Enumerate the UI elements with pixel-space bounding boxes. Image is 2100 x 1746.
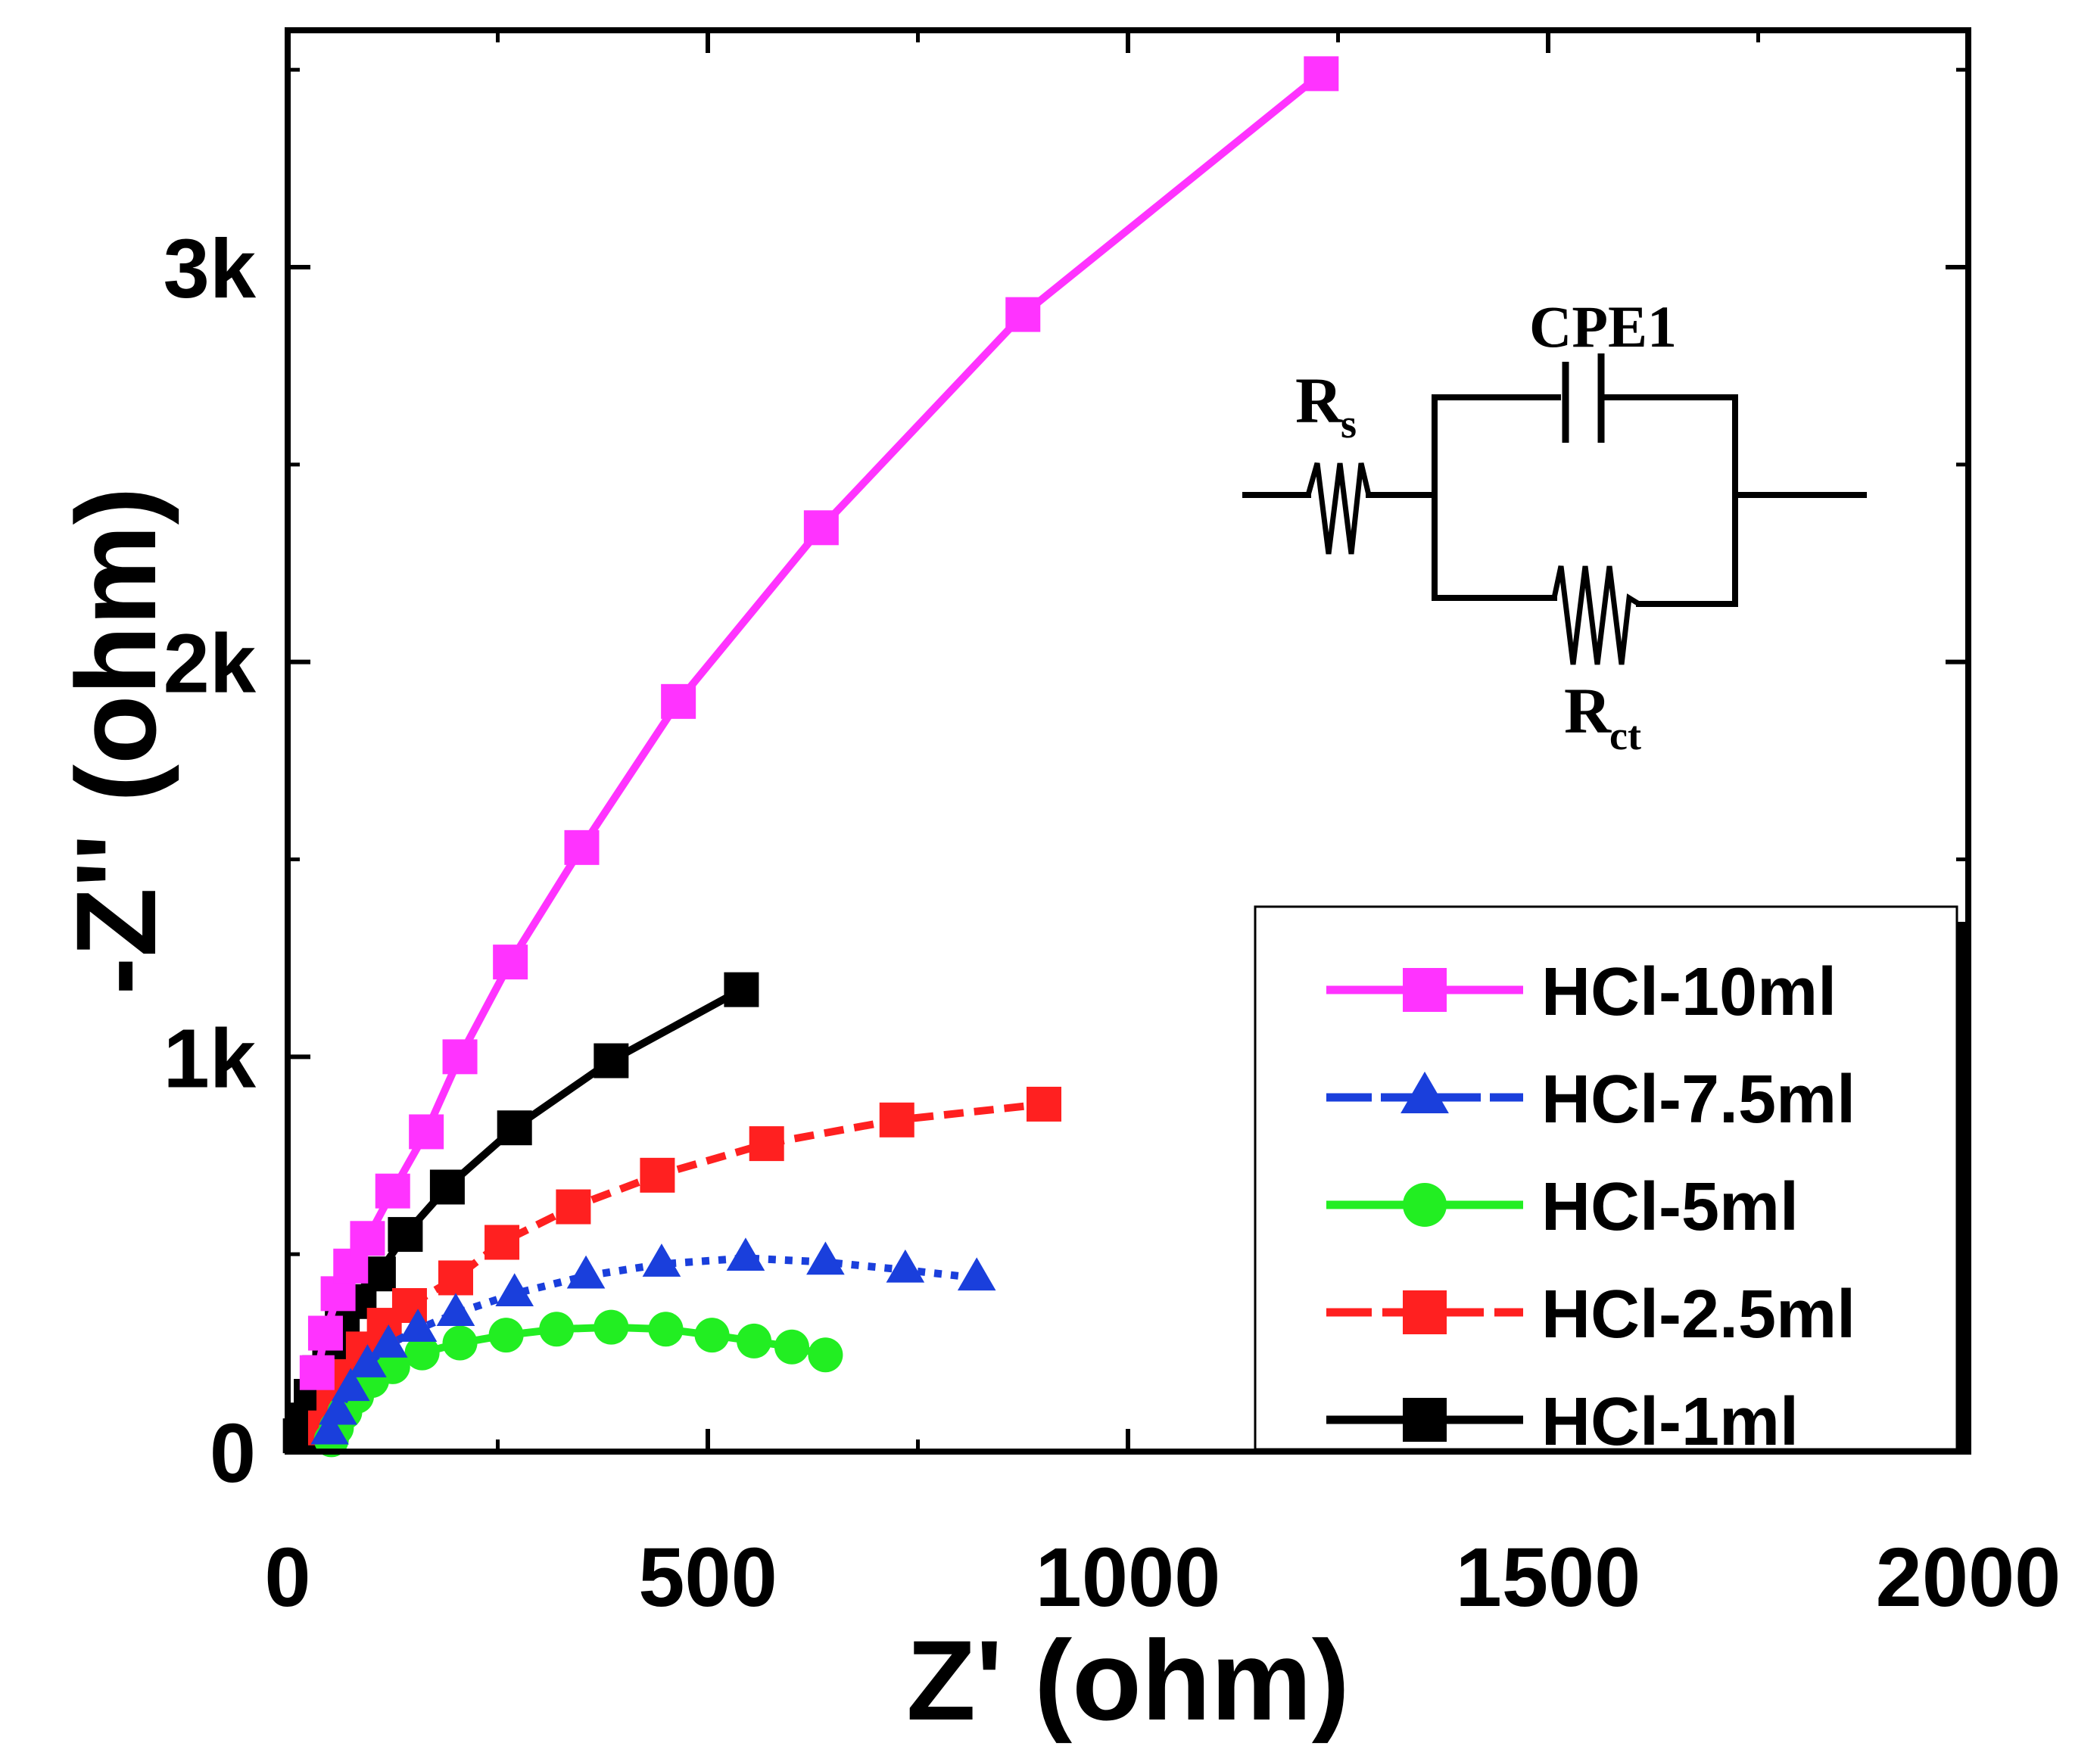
rs-label-main: R — [1295, 364, 1343, 437]
x-axis-title: Z' (ohm) — [906, 1617, 1350, 1744]
data-point — [442, 1325, 478, 1361]
y-tick-label: 2k — [164, 618, 257, 711]
data-point — [749, 1126, 784, 1162]
series-HCl-10ml — [299, 56, 1339, 1390]
rct-resistor-icon — [1551, 565, 1640, 665]
data-point — [879, 1102, 914, 1138]
x-tick-label: 1000 — [1036, 1531, 1221, 1624]
data-point — [640, 1157, 675, 1193]
data-point — [724, 972, 759, 1007]
data-point — [388, 1217, 423, 1253]
rs-label-sub: s — [1341, 401, 1357, 447]
data-point — [398, 1309, 438, 1342]
y-tick-label: 3k — [164, 223, 257, 316]
data-point — [409, 1114, 444, 1150]
data-point — [1027, 1086, 1061, 1122]
data-point — [886, 1249, 925, 1283]
legend-label: HCl-1ml — [1541, 1384, 1799, 1460]
legend-marker-HCl-5ml — [1403, 1183, 1447, 1227]
data-point — [299, 1355, 335, 1390]
data-point — [438, 1260, 473, 1296]
data-point — [806, 1241, 845, 1275]
x-tick-label: 0 — [264, 1531, 310, 1624]
series-HCl-7.5ml — [310, 1237, 996, 1445]
legend-marker-HCl-7.5ml — [1401, 1071, 1449, 1113]
x-tick-label: 500 — [638, 1531, 777, 1624]
data-point — [331, 1368, 370, 1402]
series-layer — [282, 56, 1339, 1458]
data-point — [539, 1312, 575, 1347]
data-point — [497, 1110, 532, 1146]
y-tick-label: 1k — [164, 1012, 257, 1105]
data-point — [737, 1323, 772, 1359]
rct-label-main: R — [1564, 674, 1612, 747]
legend-marker-HCl-2.5ml — [1403, 1290, 1447, 1334]
cpe-label: CPE1 — [1529, 294, 1677, 359]
data-point — [404, 1335, 440, 1371]
ticks-layer: 0 500 1000 1500 2000 0 1k 2k 3k — [164, 30, 2061, 1624]
circuit-wires — [1242, 394, 1867, 607]
y-tick-label: 0 — [210, 1407, 256, 1500]
rs-resistor-icon — [1305, 462, 1372, 555]
equivalent-circuit-inset: CPE1 R s R ct — [1242, 294, 1867, 758]
data-point — [803, 510, 839, 546]
legend: HCl-10ml HCl-7.5ml HCl-5ml HCl-2.5ml HCl-1ml — [1254, 905, 1966, 1460]
series-line-HCl-2.5ml — [322, 1100, 1045, 1430]
data-point — [957, 1257, 996, 1291]
data-point — [429, 1169, 465, 1205]
data-point — [488, 1318, 524, 1353]
data-point — [808, 1337, 843, 1373]
data-point — [1304, 56, 1339, 92]
data-point — [350, 1221, 385, 1256]
data-point — [1005, 297, 1041, 332]
x-tick-label: 2000 — [1876, 1531, 2061, 1624]
data-point — [566, 1255, 606, 1289]
data-point — [661, 683, 696, 719]
data-point — [307, 1315, 343, 1351]
legend-label: HCl-7.5ml — [1541, 1062, 1855, 1138]
legend-marker-HCl-1ml — [1403, 1398, 1447, 1442]
data-point — [594, 1043, 629, 1078]
data-point — [442, 1039, 478, 1075]
legend-marker-HCl-10ml — [1403, 968, 1447, 1012]
data-point — [694, 1318, 730, 1353]
data-point — [564, 829, 600, 865]
data-point — [310, 1411, 349, 1445]
legend-box — [1254, 905, 1958, 1451]
y-axis-title: -Z'' (ohm) — [52, 487, 179, 994]
data-point — [774, 1329, 809, 1365]
rct-label-sub: ct — [1609, 713, 1641, 758]
data-point — [648, 1312, 684, 1347]
data-point — [642, 1243, 681, 1277]
legend-label: HCl-10ml — [1541, 954, 1837, 1030]
data-point — [319, 1391, 357, 1425]
data-point — [495, 1273, 534, 1306]
legend-box-shadow — [1957, 922, 1966, 1449]
x-tick-label: 1500 — [1456, 1531, 1641, 1624]
data-point — [436, 1293, 475, 1327]
data-point — [348, 1344, 387, 1377]
data-point — [726, 1237, 765, 1271]
data-point — [369, 1324, 408, 1358]
data-point — [594, 1309, 629, 1345]
legend-label: HCl-2.5ml — [1541, 1277, 1855, 1352]
legend-label: HCl-5ml — [1541, 1169, 1799, 1245]
data-point — [556, 1189, 591, 1225]
data-point — [375, 1173, 410, 1209]
series-line-HCl-10ml — [313, 70, 1324, 1374]
data-point — [484, 1225, 520, 1260]
data-point — [493, 945, 528, 980]
